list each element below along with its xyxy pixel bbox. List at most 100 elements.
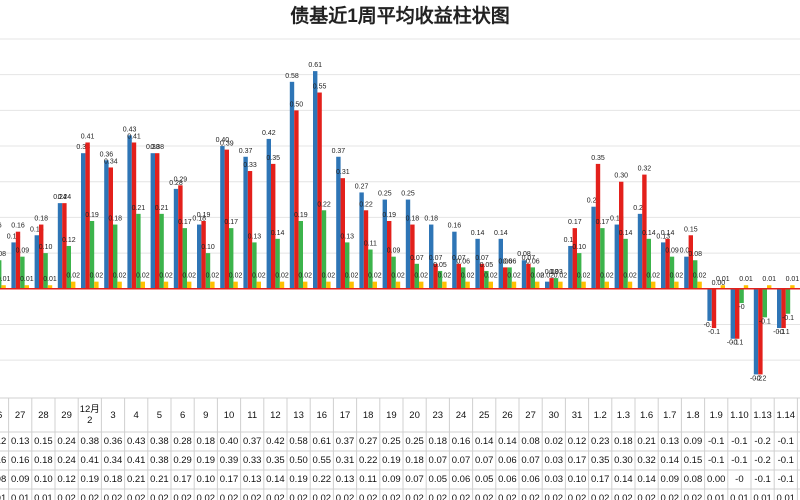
table-cell: 0.01 — [730, 493, 749, 500]
bar — [210, 281, 215, 289]
bar — [39, 224, 44, 289]
table-header: 20 — [409, 409, 420, 421]
table-header: 1.9 — [709, 409, 723, 421]
table-cell: 0.16 — [451, 436, 471, 447]
data-label: 0.02 — [159, 273, 173, 280]
bar — [581, 281, 586, 289]
data-label: 0.27 — [355, 183, 369, 190]
table-cell: 0.12 — [0, 436, 7, 447]
table-cell: -0.1 — [777, 474, 794, 485]
data-label: -0.2 — [754, 375, 766, 382]
data-label: 0.02 — [182, 273, 196, 280]
bar — [66, 245, 71, 289]
data-label: 0.23 — [587, 198, 601, 205]
table-cell: 0.09 — [10, 474, 30, 485]
table-cell: 0.02 — [196, 493, 216, 500]
table-cell: 0.02 — [474, 493, 494, 500]
data-label: 0.02 — [438, 273, 452, 280]
data-label: 0.14 — [271, 230, 285, 237]
data-label: 0.13 — [248, 233, 262, 240]
table-cell: 0.17 — [590, 474, 610, 485]
table-cell: 0.18 — [405, 455, 424, 466]
table-cell: -0.1 — [708, 455, 725, 466]
bar — [136, 213, 141, 289]
bar — [785, 288, 791, 314]
table-cell: 0.05 — [474, 474, 494, 485]
table-cell: 0.02 — [266, 493, 285, 500]
table-cell: 0.16 — [10, 455, 30, 466]
bar — [85, 142, 90, 289]
bar — [475, 238, 480, 289]
table-cell: 0.02 — [451, 493, 471, 500]
table-cell: 0.09 — [382, 474, 401, 485]
table-cell: 0.33 — [242, 455, 262, 466]
table-header: 28 — [38, 409, 49, 421]
data-label: 0.02 — [554, 273, 568, 280]
table-cell: 0.14 — [614, 474, 633, 485]
data-label: 0.17 — [224, 219, 238, 226]
table-cell: 0.21 — [150, 474, 169, 485]
bar — [669, 256, 675, 289]
table-cell: 0.07 — [521, 455, 540, 466]
table-cell: 0.01 — [706, 493, 726, 500]
bar — [372, 281, 377, 289]
data-label: 0.07 — [522, 255, 536, 262]
table-cell: 0.02 — [103, 493, 123, 500]
bar — [256, 281, 261, 289]
table-cell: 0.06 — [498, 474, 517, 485]
data-label: 0.16 — [0, 223, 2, 230]
data-label: 0.33 — [243, 162, 257, 169]
data-label: 0.38 — [146, 144, 160, 151]
table-header: 26 — [0, 398, 9, 432]
data-label: 0.08 — [688, 251, 702, 258]
bar — [604, 281, 609, 289]
data-label: 0.01 — [716, 276, 730, 283]
table-header: 10 — [223, 409, 235, 421]
table-cell: 0.02 — [382, 493, 401, 500]
table-cell: 0.06 — [521, 474, 540, 485]
table-cell: 0.15 — [34, 436, 53, 447]
table-cell: -0.1 — [708, 436, 725, 447]
data-label: 0.28 — [169, 180, 183, 187]
data-label: 0.01 — [739, 276, 753, 283]
data-label: 0.32 — [638, 166, 652, 173]
bar — [465, 281, 470, 289]
table-cell: 0.02 — [614, 493, 633, 500]
data-label: 0.02 — [136, 273, 150, 280]
table-header: 29 — [61, 409, 72, 421]
bar — [646, 238, 651, 289]
table-cell: 0.07 — [405, 474, 424, 485]
data-label: 0.02 — [90, 273, 104, 280]
table-cell: 0.02 — [80, 493, 100, 500]
data-label: 0.09 — [16, 248, 30, 255]
bar — [735, 288, 740, 339]
data-label: 0.14 — [661, 230, 675, 237]
table-header: 16 — [316, 409, 328, 421]
table-header: 23 — [432, 409, 444, 421]
table-cell: 0.07 — [428, 455, 448, 466]
table-cell: 0.08 — [683, 474, 703, 485]
table-cell: 0.19 — [382, 455, 401, 466]
table-cell: 0.41 — [80, 455, 100, 466]
table-cell: 0.08 — [521, 436, 540, 447]
bar — [155, 153, 160, 289]
table-cell: 0.50 — [289, 455, 308, 466]
table-cell: 0.24 — [57, 455, 76, 466]
bar — [503, 267, 508, 289]
data-label: 0.40 — [216, 137, 230, 144]
bar — [247, 171, 253, 289]
bar — [410, 224, 415, 289]
table-cell: 0.00 — [706, 474, 726, 485]
data-label: 0.11 — [364, 241, 377, 248]
bar — [461, 267, 466, 289]
data-label: 0.41 — [127, 133, 141, 140]
chart-title: 债基近1周平均收益柱状图 — [290, 4, 510, 27]
table-cell: 0.10 — [196, 474, 216, 485]
table-cell: 0.27 — [358, 436, 378, 447]
data-label: 0.06 — [503, 258, 517, 265]
bar — [429, 224, 434, 289]
bar — [743, 285, 749, 289]
table-cell: 0.02 — [150, 493, 169, 500]
table-cell: 0.02 — [219, 493, 239, 500]
